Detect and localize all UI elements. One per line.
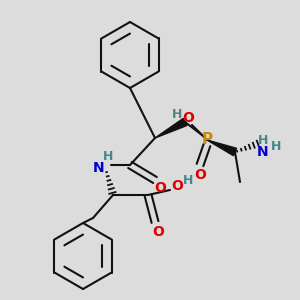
- Text: P: P: [201, 133, 213, 148]
- Text: H: H: [258, 134, 268, 148]
- Text: H: H: [172, 109, 182, 122]
- Text: O: O: [152, 225, 164, 239]
- Text: O: O: [171, 179, 183, 193]
- Text: O: O: [182, 111, 194, 125]
- Polygon shape: [155, 118, 187, 138]
- Polygon shape: [207, 140, 237, 156]
- Text: H: H: [103, 151, 113, 164]
- Text: O: O: [194, 168, 206, 182]
- Text: N: N: [93, 161, 105, 175]
- Text: O: O: [154, 181, 166, 195]
- Text: H: H: [183, 175, 193, 188]
- Text: N: N: [257, 145, 269, 159]
- Text: H: H: [271, 140, 281, 152]
